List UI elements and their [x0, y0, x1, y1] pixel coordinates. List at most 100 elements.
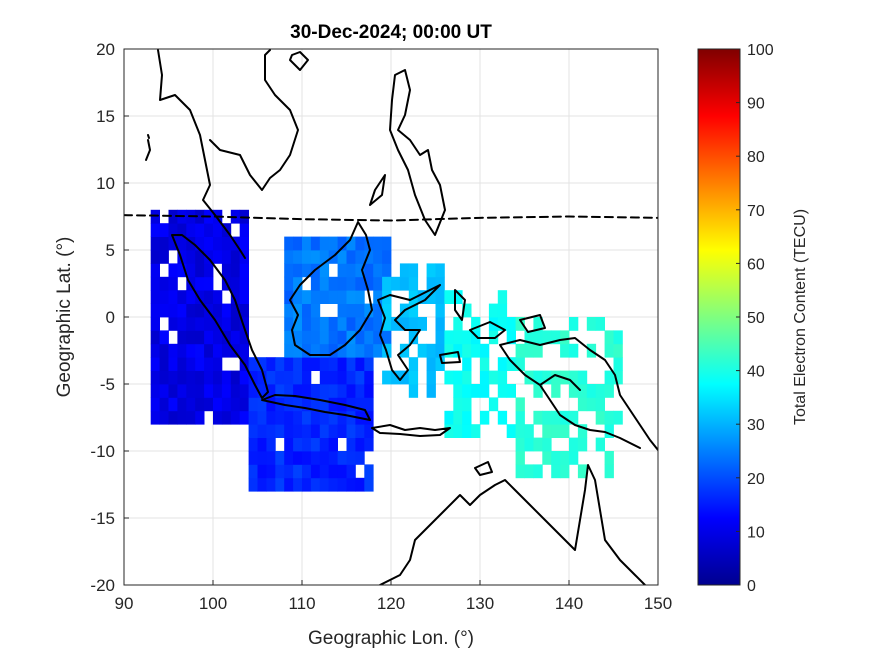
tec-cell — [213, 250, 223, 264]
tec-cell — [444, 410, 454, 425]
tec-cell — [586, 317, 597, 331]
tec-cell — [168, 209, 178, 224]
tec-cell — [497, 357, 508, 371]
tec-cell — [195, 209, 205, 224]
tec-cell — [551, 424, 561, 438]
tec-cell — [453, 424, 463, 438]
tec-cell — [213, 330, 223, 345]
tec-cell — [204, 290, 214, 304]
tec-cell — [346, 437, 356, 452]
tec-cell — [239, 236, 249, 251]
tec-cell — [310, 317, 321, 331]
tec-cell — [382, 276, 392, 291]
tec-cell — [319, 370, 330, 385]
tec-cell — [150, 370, 160, 385]
tec-cell — [346, 317, 356, 331]
tec-cell — [497, 384, 508, 398]
tec-cell — [551, 464, 561, 479]
tec-cell — [204, 263, 214, 278]
tec-cell — [453, 370, 463, 385]
tec-cell — [453, 410, 463, 425]
tec-cell — [328, 397, 338, 412]
tec-cell — [471, 384, 481, 398]
tec-cell — [417, 343, 427, 358]
tec-cell — [337, 424, 347, 438]
tec-cell — [177, 370, 187, 385]
tec-cell — [204, 330, 214, 345]
tec-cell — [533, 437, 543, 452]
tec-cell — [319, 250, 330, 264]
tec-cell — [533, 410, 543, 425]
tec-cell — [293, 477, 303, 492]
tec-cell — [488, 303, 499, 318]
tec-cell — [515, 317, 525, 331]
tec-cell — [319, 330, 330, 345]
tec-cell — [480, 410, 490, 425]
tec-cell — [355, 357, 365, 371]
tec-cell — [319, 317, 330, 331]
tec-cell — [417, 290, 427, 304]
tec-cell — [204, 357, 214, 371]
tec-cell — [168, 276, 178, 291]
tec-cell — [266, 424, 276, 438]
tec-cell — [328, 410, 338, 425]
tec-cell — [284, 263, 294, 278]
tec-cell — [310, 343, 321, 358]
tec-cell — [168, 223, 178, 237]
tec-cell — [159, 236, 169, 251]
tec-cell — [284, 250, 294, 264]
tec-cell — [239, 330, 249, 345]
y-tick-label: 20 — [96, 40, 115, 59]
tec-cell — [150, 343, 160, 358]
tec-cell — [168, 384, 178, 398]
x-tick-label: 130 — [466, 594, 494, 613]
tec-cell — [533, 343, 543, 358]
tec-cell — [177, 223, 187, 237]
tec-cell — [364, 276, 374, 291]
tec-cell — [515, 357, 525, 371]
tec-cell — [213, 303, 223, 318]
tec-cell — [150, 209, 160, 224]
tec-cell — [204, 317, 214, 331]
tec-cell — [426, 370, 436, 385]
tec-cell — [150, 303, 160, 318]
tec-cell — [471, 317, 481, 331]
tec-cell — [310, 303, 321, 318]
tec-cell — [426, 276, 436, 291]
tec-cell — [275, 357, 285, 371]
tec-cell — [266, 437, 276, 452]
chart-title: 30-Dec-2024; 00:00 UT — [290, 22, 492, 43]
tec-cell — [533, 317, 543, 331]
tec-cell — [302, 250, 312, 264]
tec-cell — [319, 236, 330, 251]
tec-cell — [284, 464, 294, 479]
tec-cell — [168, 357, 178, 371]
tec-cell — [604, 410, 614, 425]
colorbar-label: Total Electron Content (TECU) — [792, 209, 809, 425]
tec-cell — [346, 410, 356, 425]
tec-cell — [577, 397, 588, 412]
tec-cell — [204, 223, 214, 237]
tec-cell — [346, 276, 356, 291]
tec-cell — [284, 451, 294, 465]
tec-cell — [337, 370, 347, 385]
colorbar-tick-label: 20 — [747, 471, 765, 488]
tec-cell — [213, 236, 223, 251]
tec-cell — [221, 236, 232, 251]
tec-cell — [186, 250, 196, 264]
tec-cell — [364, 317, 374, 331]
tec-cell — [221, 250, 232, 264]
tec-cell — [391, 317, 401, 331]
tec-cell — [302, 384, 312, 398]
tec-cell — [373, 276, 383, 291]
tec-cell — [221, 317, 232, 331]
tec-cell — [408, 303, 419, 318]
tec-cell — [355, 424, 365, 438]
tec-cell — [328, 464, 338, 479]
tec-cell — [355, 303, 365, 318]
tec-cell — [382, 250, 392, 264]
tec-cell — [346, 424, 356, 438]
y-tick-label: 0 — [106, 308, 115, 327]
tec-cell — [177, 343, 187, 358]
tec-cell — [328, 424, 338, 438]
